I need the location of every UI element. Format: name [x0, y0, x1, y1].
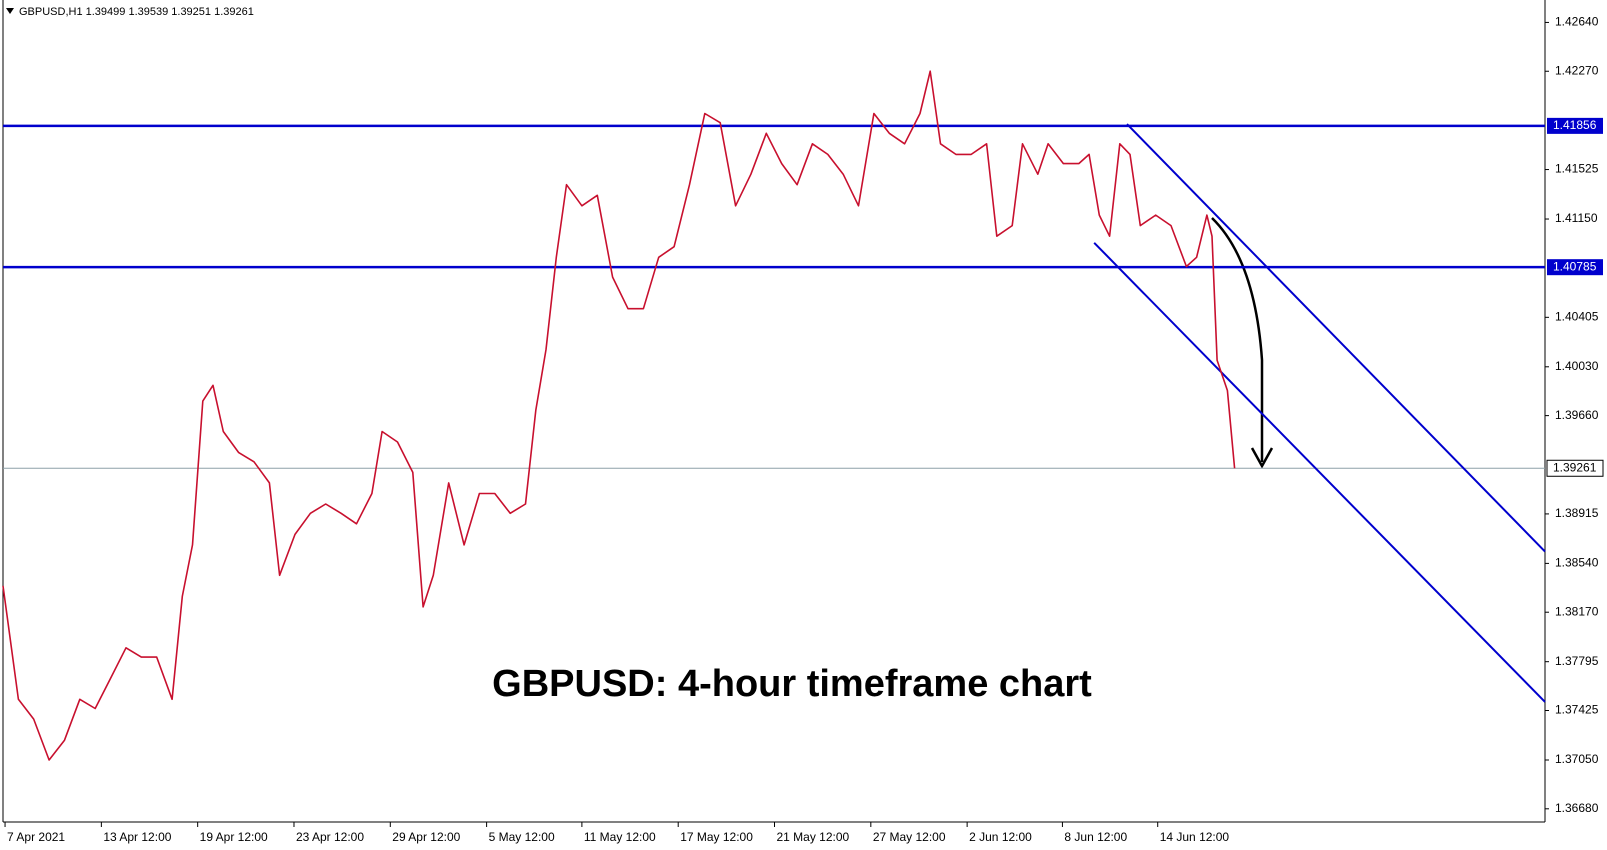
arrow [1211, 217, 1264, 462]
menu-arrow [6, 8, 14, 14]
x-tick-label: 5 May 12:00 [489, 830, 555, 844]
y-tick-label: 1.39660 [1555, 408, 1599, 422]
trendline [1093, 242, 1546, 703]
y-tick-label: 1.42640 [1555, 15, 1599, 29]
current-price-label: 1.39261 [1553, 460, 1597, 474]
y-tick-label: 1.41150 [1555, 211, 1598, 225]
x-tick-label: 11 May 12:00 [584, 830, 656, 844]
y-tick-label: 1.37050 [1555, 752, 1599, 766]
x-tick-label: 7 Apr 2021 [7, 830, 65, 844]
y-tick-label: 1.36680 [1555, 801, 1599, 815]
y-tick-label: 1.38170 [1555, 604, 1599, 618]
annotation: GBPUSD: 4-hour timeframe chart [492, 663, 1092, 705]
x-tick-label: 29 Apr 12:00 [392, 830, 460, 844]
y-tick-label: 1.38540 [1555, 556, 1599, 570]
x-tick-label: 17 May 12:00 [680, 830, 753, 844]
x-tick-label: 27 May 12:00 [873, 830, 946, 844]
x-tick-label: 13 Apr 12:00 [103, 830, 171, 844]
level-label-box [1547, 117, 1603, 134]
trendline [1126, 123, 1546, 553]
x-tick-label: 21 May 12:00 [777, 830, 850, 844]
level-label: 1.41856 [1553, 118, 1597, 132]
chart-title: GBPUSD,H1 1.39499 1.39539 1.39251 1.3926… [19, 6, 254, 18]
level-label-box [1547, 259, 1603, 276]
price-label-box [1546, 459, 1604, 477]
x-tick-label: 14 Jun 12:00 [1160, 830, 1230, 844]
x-tick-label: 2 Jun 12:00 [969, 830, 1032, 844]
arrow-head [1250, 447, 1274, 469]
y-tick-label: 1.40405 [1555, 309, 1599, 323]
y-tick-label: 1.41525 [1555, 162, 1599, 176]
y-tick-label: 1.37795 [1555, 654, 1599, 668]
level-label: 1.40785 [1553, 259, 1597, 273]
x-tick-label: 8 Jun 12:00 [1064, 830, 1127, 844]
price-line [2, 70, 1236, 761]
y-tick-label: 1.37425 [1555, 703, 1599, 717]
y-tick-label: 1.42270 [1555, 63, 1599, 77]
x-tick-label: 19 Apr 12:00 [200, 830, 268, 844]
y-tick-label: 1.38915 [1555, 506, 1599, 520]
x-tick-label: 23 Apr 12:00 [296, 830, 364, 844]
y-tick-label: 1.40030 [1555, 359, 1599, 373]
